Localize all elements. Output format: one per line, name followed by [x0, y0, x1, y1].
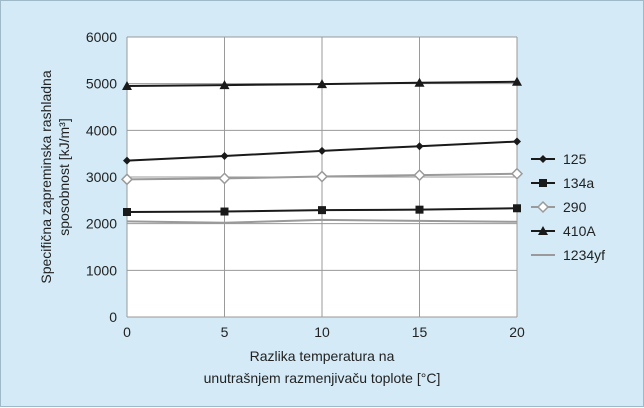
y-axis-title-line: sposobnost [kJ/m³]: [56, 118, 72, 236]
series-125: [123, 137, 521, 165]
legend-label: 290: [563, 199, 587, 215]
x-tick-labels: 0 5 10 15 20: [123, 324, 525, 340]
x-axis-title-line: Razlika temperatura na: [250, 348, 395, 364]
y-tick-label: 3000: [86, 169, 117, 185]
y-tick-label: 5000: [86, 76, 117, 92]
data-point: [510, 167, 524, 180]
data-point: [123, 208, 131, 216]
x-axis-title-line: unutrašnjem razmenjivaču toplote [°C]: [204, 370, 441, 386]
x-tick-label: 5: [221, 324, 229, 340]
y-tick-label: 2000: [86, 216, 117, 232]
data-point: [318, 206, 326, 215]
x-tick-label: 15: [412, 324, 428, 340]
series-line: [126, 218, 518, 224]
legend-item-1234yf: 1234yf: [531, 247, 605, 263]
y-tick-label: 1000: [86, 262, 117, 278]
data-point: [513, 137, 521, 146]
x-tick-label: 0: [123, 324, 131, 340]
y-axis-title: Specifična zapreminska rashladna sposobno…: [38, 70, 72, 283]
data-point: [220, 207, 229, 216]
x-axis-title: Razlika temperatura na unutrašnjem razmen…: [204, 348, 441, 386]
legend-marker: [536, 200, 550, 214]
legend-marker: [538, 226, 548, 235]
legend-item-125: 125: [531, 151, 587, 167]
y-tick-label: 6000: [86, 29, 117, 45]
data-point: [318, 146, 326, 155]
data-point: [513, 204, 521, 213]
y-axis-title-text: Specifična zapreminska rashladna sposobno…: [38, 70, 72, 283]
data-point: [122, 81, 132, 90]
x-tick-label: 10: [314, 324, 330, 340]
data-point: [413, 169, 426, 182]
y-tick-label: 4000: [86, 122, 117, 138]
y-axis-title-line: Specifična zapreminska rashladna: [38, 70, 54, 283]
legend-item-290: 290: [531, 199, 587, 215]
x-tick-label: 20: [509, 324, 525, 340]
legend-label: 125: [563, 151, 587, 167]
series-134a: [123, 204, 521, 216]
legend-marker: [539, 179, 547, 187]
data-point: [218, 172, 231, 185]
legend-item-410A: 410A: [531, 223, 596, 239]
legend: 125 134a 290 410A 1234yf: [531, 151, 605, 263]
data-point: [414, 77, 425, 87]
legend-label: 410A: [563, 223, 596, 239]
data-point: [220, 152, 229, 160]
data-point: [317, 79, 327, 89]
data-point: [315, 170, 329, 183]
data-point: [415, 142, 424, 151]
data-point: [120, 173, 134, 186]
data-point: [219, 80, 230, 90]
data-point: [415, 205, 424, 214]
series-290: [120, 167, 524, 186]
y-tick-labels: 0 1000 2000 3000 4000 5000 6000: [86, 29, 117, 325]
y-tick-label: 0: [109, 309, 117, 325]
legend-item-134a: 134a: [531, 175, 594, 191]
series-1234yf: [126, 218, 518, 224]
legend-marker: [539, 155, 547, 163]
legend-label: 1234yf: [563, 247, 605, 263]
series-410A: [122, 76, 522, 90]
data-point: [123, 156, 131, 165]
series-group: [120, 76, 524, 224]
data-point: [512, 76, 522, 86]
legend-label: 134a: [563, 175, 594, 191]
